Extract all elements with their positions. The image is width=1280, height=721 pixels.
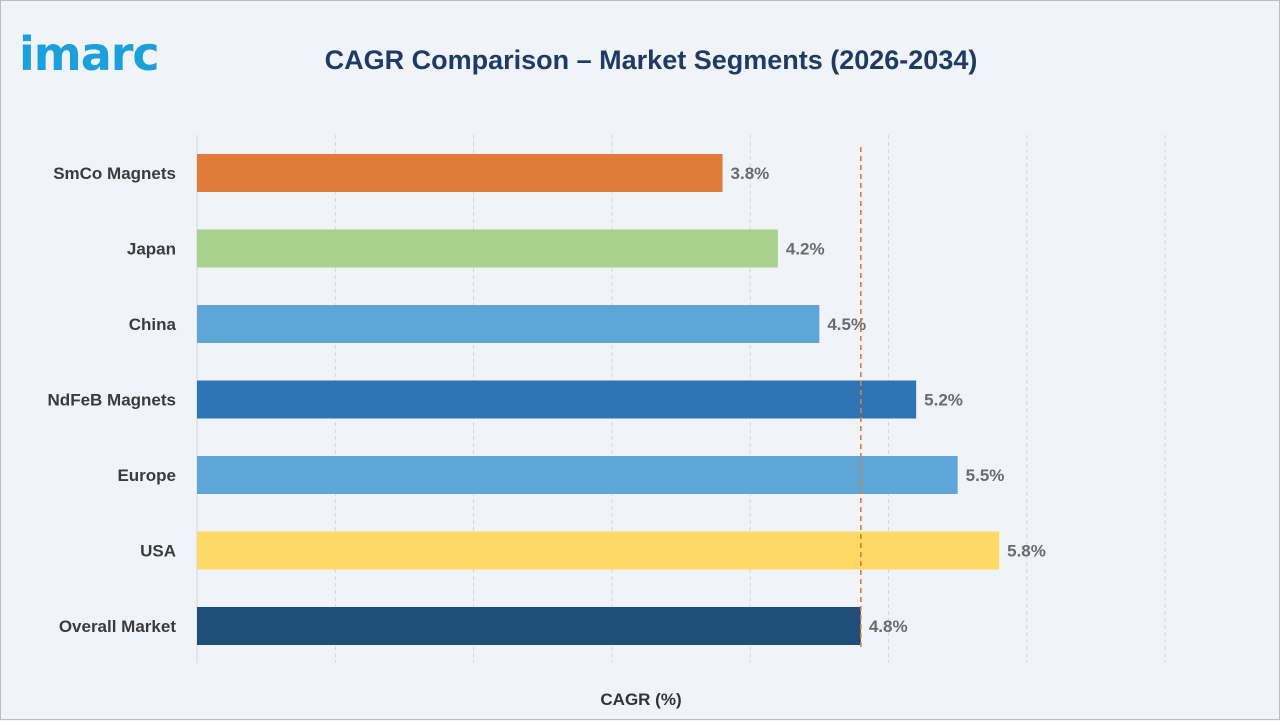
value-label: 4.8%: [869, 617, 908, 636]
bar: [197, 380, 917, 419]
category-label: China: [129, 315, 177, 334]
value-label: 5.5%: [966, 466, 1005, 485]
category-label: Japan: [127, 240, 176, 259]
category-label: Overall Market: [59, 617, 177, 636]
category-label: NdFeB Magnets: [48, 391, 176, 410]
bar: [197, 305, 820, 343]
category-labels: SmCo Magnets Japan China NdFeB Magnets Europ…: [48, 164, 177, 636]
bar: [197, 531, 1000, 570]
value-label: 3.8%: [731, 164, 770, 183]
bar: [197, 456, 958, 494]
value-label: 5.2%: [924, 391, 963, 410]
value-labels: 3.8% 4.2% 4.5% 5.2% 5.5% 5.8% 4.8%: [731, 164, 1046, 636]
chart-title: CAGR Comparison – Market Segments (2026-…: [324, 45, 978, 75]
value-label: 5.8%: [1007, 542, 1046, 561]
category-label: Europe: [117, 466, 176, 485]
bar: [197, 229, 778, 268]
bars: [197, 154, 1000, 645]
bar: [197, 607, 861, 645]
bar: [197, 154, 723, 192]
value-label: 4.2%: [786, 240, 825, 259]
imarc-logo: imarc: [19, 27, 160, 81]
x-axis-title: CAGR (%): [600, 690, 681, 709]
category-label: USA: [140, 542, 176, 561]
value-label: 4.5%: [827, 315, 866, 334]
category-label: SmCo Magnets: [53, 164, 176, 183]
